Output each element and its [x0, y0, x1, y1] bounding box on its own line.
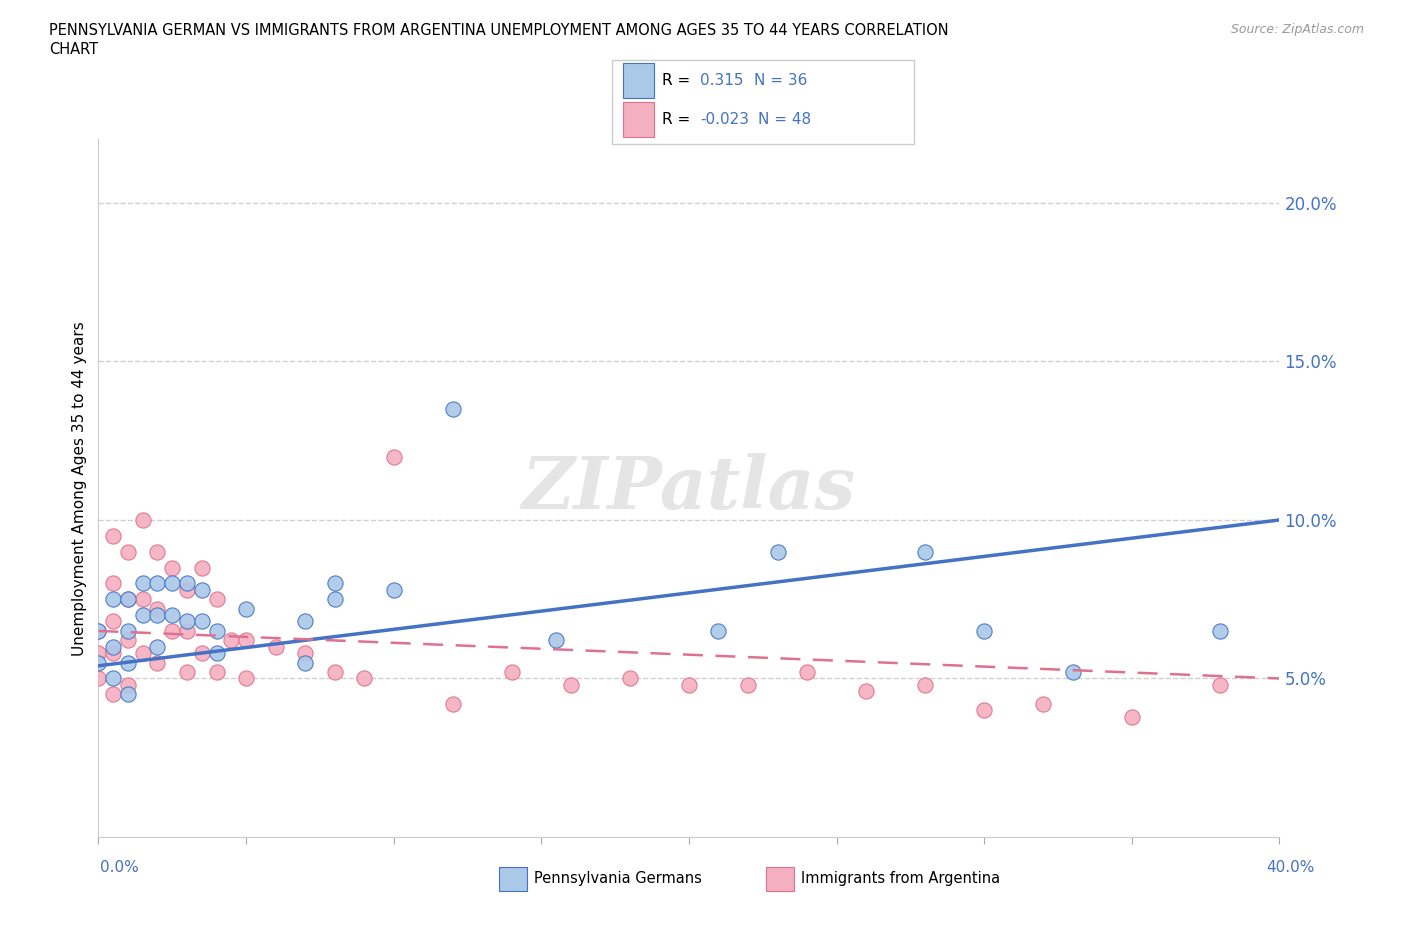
Point	[501, 665, 523, 680]
Point	[87, 671, 110, 686]
Text: ZIPatlas: ZIPatlas	[522, 453, 856, 524]
Point	[914, 544, 936, 559]
Point	[87, 655, 110, 670]
Point	[441, 402, 464, 417]
Point	[132, 645, 155, 660]
Point	[103, 687, 125, 702]
Point	[117, 623, 139, 638]
Text: -0.023: -0.023	[700, 113, 749, 127]
Text: Pennsylvania Germans: Pennsylvania Germans	[534, 871, 702, 886]
Point	[117, 633, 139, 648]
Text: R =: R =	[662, 73, 696, 88]
Text: Immigrants from Argentina: Immigrants from Argentina	[801, 871, 1001, 886]
Point	[205, 623, 228, 638]
Point	[619, 671, 641, 686]
Point	[323, 665, 346, 680]
Point	[1209, 623, 1232, 638]
Point	[117, 677, 139, 692]
Point	[146, 544, 169, 559]
Text: 40.0%: 40.0%	[1267, 860, 1315, 875]
Point	[117, 544, 139, 559]
Text: 0.315: 0.315	[700, 73, 744, 88]
Text: N = 36: N = 36	[754, 73, 807, 88]
Point	[117, 687, 139, 702]
Point	[146, 655, 169, 670]
Point	[176, 614, 198, 629]
Point	[162, 607, 183, 622]
Point	[323, 576, 346, 591]
Point	[382, 582, 405, 597]
Point	[103, 639, 125, 654]
Point	[176, 665, 198, 680]
Point	[796, 665, 818, 680]
Point	[766, 544, 789, 559]
Point	[235, 602, 257, 617]
Point	[146, 607, 169, 622]
Point	[146, 639, 169, 654]
Point	[87, 623, 110, 638]
Point	[544, 633, 567, 648]
Text: CHART: CHART	[49, 42, 98, 57]
Point	[162, 623, 183, 638]
Point	[678, 677, 700, 692]
Point	[103, 591, 125, 606]
Point	[117, 591, 139, 606]
Point	[219, 633, 242, 648]
Point	[294, 614, 316, 629]
Text: PENNSYLVANIA GERMAN VS IMMIGRANTS FROM ARGENTINA UNEMPLOYMENT AMONG AGES 35 TO 4: PENNSYLVANIA GERMAN VS IMMIGRANTS FROM A…	[49, 23, 949, 38]
Text: 0.0%: 0.0%	[100, 860, 139, 875]
Point	[176, 623, 198, 638]
Point	[353, 671, 375, 686]
Point	[1209, 677, 1232, 692]
Point	[191, 645, 214, 660]
Point	[707, 623, 730, 638]
Point	[973, 703, 995, 718]
Point	[973, 623, 995, 638]
Point	[117, 655, 139, 670]
Point	[235, 671, 257, 686]
Point	[1032, 697, 1054, 711]
Point	[323, 591, 346, 606]
Text: N = 48: N = 48	[758, 113, 811, 127]
Point	[162, 560, 183, 575]
Point	[191, 614, 214, 629]
Point	[132, 576, 155, 591]
Point	[205, 665, 228, 680]
Point	[132, 591, 155, 606]
Text: Source: ZipAtlas.com: Source: ZipAtlas.com	[1230, 23, 1364, 36]
Point	[737, 677, 759, 692]
Point	[87, 645, 110, 660]
Point	[146, 602, 169, 617]
Point	[162, 576, 183, 591]
Point	[382, 449, 405, 464]
Text: R =: R =	[662, 113, 696, 127]
Point	[176, 576, 198, 591]
Point	[103, 576, 125, 591]
Point	[1121, 709, 1143, 724]
Point	[176, 582, 198, 597]
Point	[87, 623, 110, 638]
Point	[914, 677, 936, 692]
Point	[132, 607, 155, 622]
Y-axis label: Unemployment Among Ages 35 to 44 years: Unemployment Among Ages 35 to 44 years	[72, 321, 87, 656]
Point	[441, 697, 464, 711]
Point	[560, 677, 582, 692]
Point	[205, 591, 228, 606]
Point	[132, 512, 155, 527]
Point	[191, 560, 214, 575]
Point	[117, 591, 139, 606]
Point	[103, 671, 125, 686]
Point	[294, 655, 316, 670]
Point	[294, 645, 316, 660]
Point	[191, 582, 214, 597]
Point	[235, 633, 257, 648]
Point	[205, 645, 228, 660]
Point	[103, 614, 125, 629]
Point	[855, 684, 877, 698]
Point	[103, 528, 125, 543]
Point	[1062, 665, 1084, 680]
Point	[146, 576, 169, 591]
Point	[103, 645, 125, 660]
Point	[264, 639, 287, 654]
